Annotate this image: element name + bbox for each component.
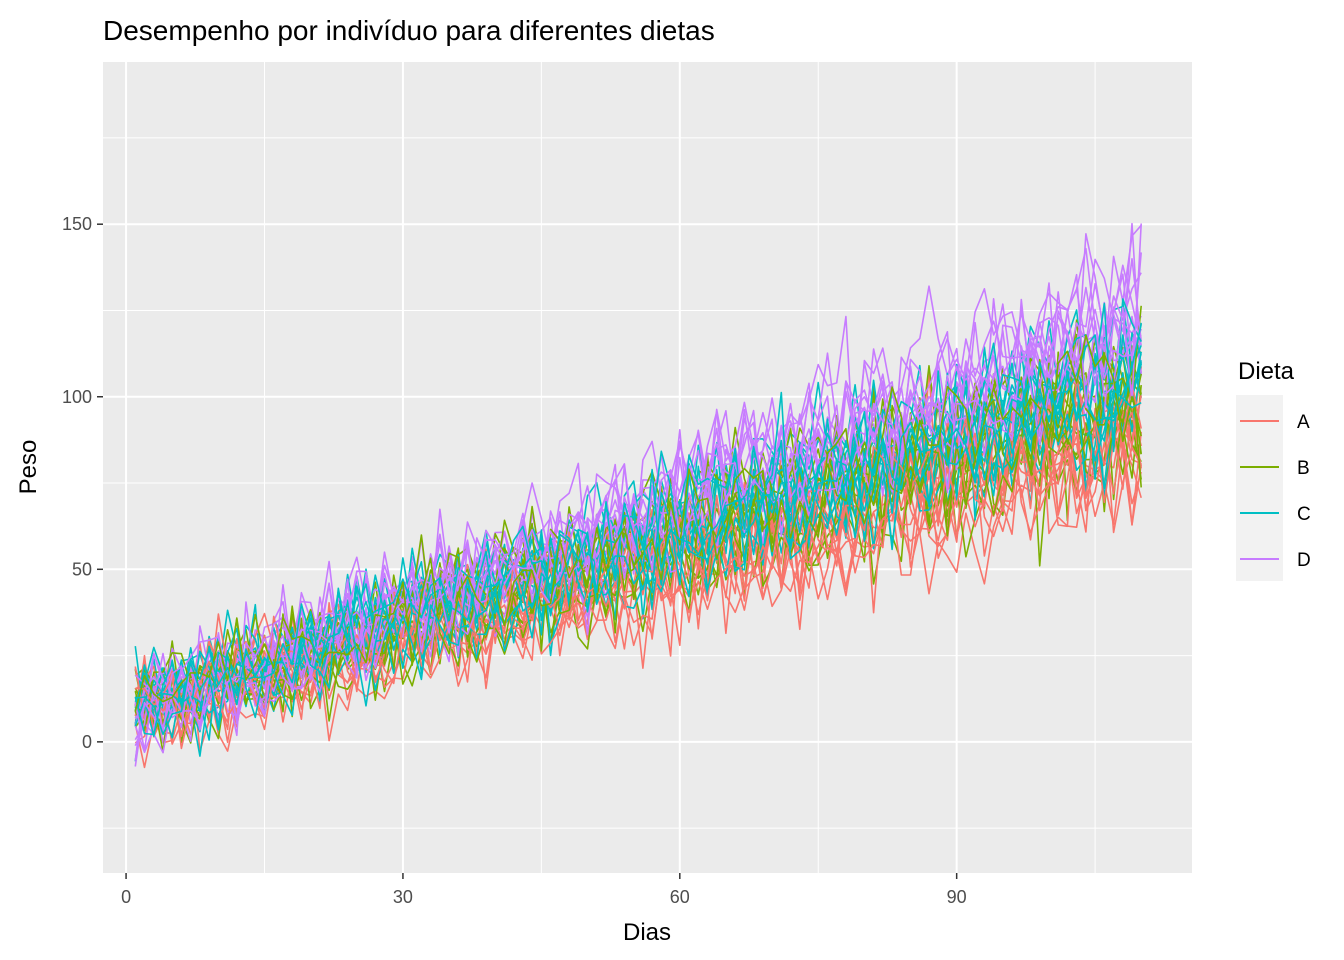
- series-line-c: [135, 370, 1142, 736]
- series-lines: [134, 222, 1142, 769]
- legend-label-c: C: [1297, 504, 1311, 525]
- series-line-d: [134, 233, 1142, 729]
- series-line-c: [134, 362, 1142, 757]
- y-tick-label: 0: [82, 732, 92, 752]
- series-line-d: [134, 322, 1142, 767]
- x-tick-label: 30: [393, 887, 413, 907]
- x-axis-title: Dias: [623, 919, 671, 946]
- x-tick-label: 60: [670, 887, 690, 907]
- legend-title: Dieta: [1238, 358, 1295, 385]
- series-line-d: [134, 223, 1142, 752]
- x-tick-label: 0: [121, 887, 131, 907]
- series-line-d: [134, 224, 1142, 706]
- series-line-c: [134, 298, 1142, 741]
- series-line-a: [135, 384, 1142, 750]
- y-axis-ticks: 0 50 100 150: [62, 214, 103, 752]
- series-line-b: [134, 354, 1142, 725]
- y-tick-label: 150: [62, 214, 92, 234]
- y-tick-label: 50: [72, 559, 92, 579]
- legend-label-a: A: [1297, 412, 1310, 433]
- series-line-a: [134, 375, 1142, 738]
- x-tick-label: 90: [947, 887, 967, 907]
- series-line-d: [134, 272, 1142, 747]
- legend: Dieta A B C D: [1236, 358, 1311, 581]
- y-tick-label: 100: [62, 387, 92, 407]
- legend-key-background: [1236, 395, 1283, 581]
- series-line-c: [134, 324, 1142, 736]
- series-line-b: [134, 334, 1142, 712]
- x-axis-ticks: 0 30 60 90: [121, 873, 967, 907]
- legend-label-b: B: [1297, 458, 1310, 479]
- chart-title: Desempenho por indivíduo para diferentes…: [103, 15, 715, 46]
- legend-label-d: D: [1297, 550, 1311, 571]
- y-axis-title: Peso: [15, 440, 42, 495]
